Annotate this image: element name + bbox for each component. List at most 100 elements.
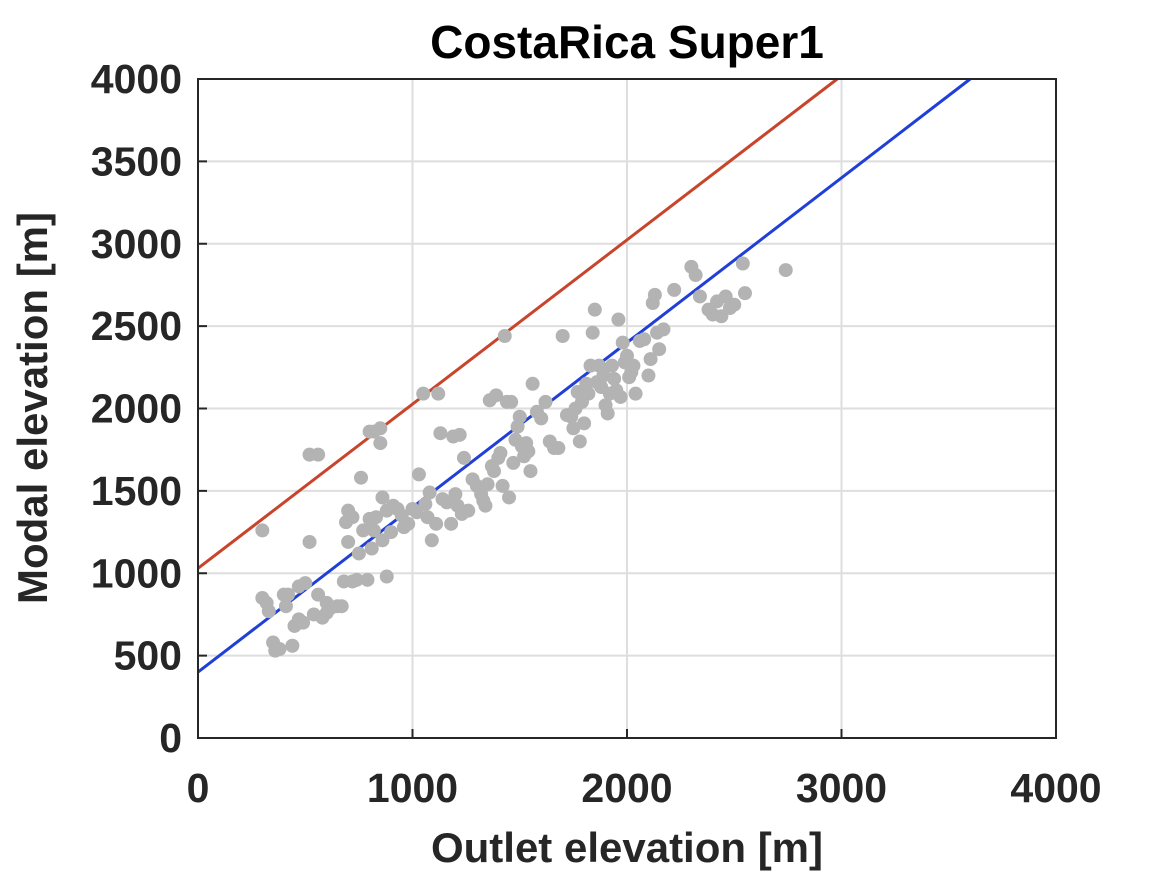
data-point	[456, 450, 471, 465]
data-point	[525, 376, 540, 391]
data-point	[647, 287, 662, 302]
data-point	[551, 441, 566, 456]
y-tick-label: 1500	[91, 468, 182, 514]
data-point	[656, 322, 671, 337]
y-tick-label: 4000	[91, 56, 182, 102]
data-point	[349, 572, 364, 587]
data-point	[566, 421, 581, 436]
data-point	[667, 282, 682, 297]
data-point	[572, 434, 587, 449]
data-point	[418, 497, 433, 512]
data-point	[523, 464, 538, 479]
grid	[198, 79, 1056, 738]
data-point	[615, 335, 630, 350]
data-point	[424, 533, 439, 548]
data-point	[688, 268, 703, 283]
ticks: 0 1000 2000 3000 4000 0 500 1000 1500 2000 2500 300…	[91, 56, 1102, 811]
data-point	[411, 467, 426, 482]
data-point	[577, 416, 592, 431]
data-point	[429, 516, 444, 531]
data-point	[735, 256, 750, 271]
x-tick-label: 1000	[367, 765, 458, 811]
data-point	[272, 642, 287, 657]
data-point	[600, 406, 615, 421]
data-point	[534, 411, 549, 426]
data-point	[778, 263, 793, 278]
data-point	[373, 436, 388, 451]
reference-lines	[197, 77, 972, 674]
data-point	[512, 409, 527, 424]
y-tick-label: 2500	[91, 303, 182, 349]
data-point	[375, 490, 390, 505]
data-point	[585, 325, 600, 340]
data-point	[401, 516, 416, 531]
data-point	[506, 455, 521, 470]
data-point	[431, 386, 446, 401]
data-point	[626, 358, 641, 373]
data-point	[555, 329, 570, 344]
data-point	[613, 389, 628, 404]
data-point	[373, 421, 388, 436]
y-tick-label: 3500	[91, 138, 182, 184]
data-point	[737, 286, 752, 301]
data-point	[351, 546, 366, 561]
data-point	[255, 523, 270, 538]
data-point	[384, 525, 399, 540]
chart-title: CostaRica Super1	[430, 16, 824, 68]
y-tick-label: 0	[159, 715, 182, 761]
data-point	[364, 541, 379, 556]
x-tick-label: 0	[187, 765, 210, 811]
data-point	[298, 576, 313, 591]
data-point	[345, 510, 360, 525]
data-point	[448, 487, 463, 502]
y-tick-label: 500	[114, 633, 182, 679]
data-point	[369, 510, 384, 525]
data-point	[495, 478, 510, 493]
data-point	[504, 394, 519, 409]
data-point	[502, 490, 517, 505]
data-point	[587, 302, 602, 317]
red-reference-line	[197, 77, 839, 570]
data-point	[261, 604, 276, 619]
data-point	[379, 569, 394, 584]
y-tick-label: 3000	[91, 221, 182, 267]
data-point	[444, 516, 459, 531]
x-axis-label: Outlet elevation [m]	[431, 824, 823, 871]
data-point	[521, 444, 536, 459]
x-tick-label: 4000	[1010, 765, 1101, 811]
data-point	[489, 388, 504, 403]
data-point	[296, 615, 311, 630]
data-point	[604, 358, 619, 373]
data-point	[354, 470, 369, 485]
data-point	[727, 297, 742, 312]
data-point	[596, 368, 611, 383]
data-point	[581, 386, 596, 401]
x-tick-label: 2000	[581, 765, 672, 811]
data-point	[452, 427, 467, 442]
y-axis-label: Modal elevation [m]	[9, 212, 56, 604]
data-point	[433, 426, 448, 441]
data-points	[255, 256, 793, 658]
data-point	[416, 386, 431, 401]
data-point	[478, 498, 493, 513]
data-point	[620, 348, 634, 363]
data-point	[692, 289, 707, 304]
x-tick-label: 3000	[796, 765, 887, 811]
data-point	[641, 368, 656, 383]
data-point	[334, 599, 349, 614]
data-point	[628, 386, 643, 401]
blue-reference-line	[197, 77, 972, 674]
data-point	[311, 447, 326, 462]
data-point	[366, 523, 381, 538]
data-point	[302, 534, 317, 549]
data-point	[493, 445, 508, 460]
data-point	[278, 599, 293, 614]
data-point	[281, 587, 296, 602]
y-tick-label: 2000	[91, 386, 182, 432]
y-tick-label: 1000	[91, 550, 182, 596]
data-point	[611, 312, 626, 327]
data-point	[637, 332, 652, 347]
data-point	[538, 394, 553, 409]
data-point	[487, 464, 502, 479]
